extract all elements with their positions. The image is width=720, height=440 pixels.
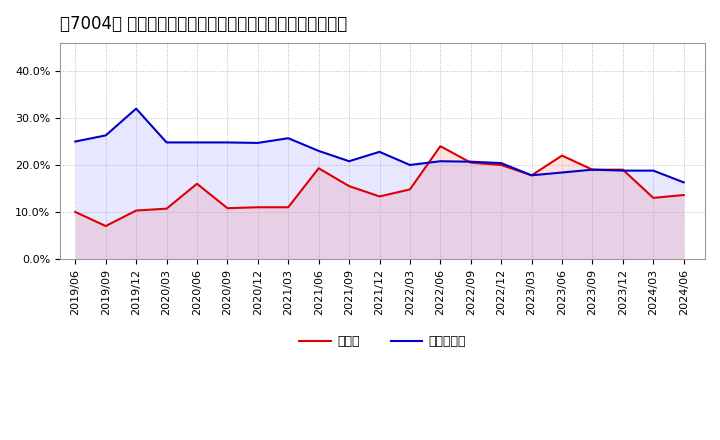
現預金 (132, 208, 140, 213)
現預金 (680, 192, 688, 198)
現預金 (497, 162, 505, 168)
現預金 (558, 153, 567, 158)
現預金 (102, 224, 110, 229)
有利子負債 (102, 133, 110, 138)
現預金 (193, 181, 202, 187)
現預金 (284, 205, 292, 210)
有利子負債 (467, 159, 475, 165)
有利子負債 (253, 140, 262, 146)
Line: 有利子負債: 有利子負債 (76, 109, 684, 182)
有利子負債 (558, 170, 567, 175)
現預金 (253, 205, 262, 210)
現預金 (71, 209, 80, 215)
Text: ［7004］ 現預金、有利子負債の総資産に対する比率の推移: ［7004］ 現預金、有利子負債の総資産に対する比率の推移 (60, 15, 347, 33)
有利子負債 (375, 149, 384, 154)
現預金 (527, 172, 536, 178)
有利子負債 (497, 161, 505, 166)
現預金 (315, 165, 323, 171)
現預金 (436, 143, 445, 149)
有利子負債 (405, 162, 414, 168)
有利子負債 (132, 106, 140, 111)
有利子負債 (618, 168, 627, 173)
有利子負債 (527, 172, 536, 178)
Line: 現預金: 現預金 (76, 146, 684, 226)
現預金 (405, 187, 414, 192)
現預金 (375, 194, 384, 199)
有利子負債 (315, 148, 323, 154)
現預金 (649, 195, 657, 201)
Legend: 現預金, 有利子負債: 現預金, 有利子負債 (294, 330, 471, 353)
有利子負債 (436, 158, 445, 164)
有利子負債 (162, 140, 171, 145)
有利子負債 (193, 140, 202, 145)
現預金 (618, 167, 627, 172)
有利子負債 (649, 168, 657, 173)
現預金 (345, 183, 354, 189)
現預金 (467, 160, 475, 165)
有利子負債 (345, 158, 354, 164)
現預金 (588, 167, 597, 172)
現預金 (162, 206, 171, 211)
有利子負債 (223, 140, 232, 145)
有利子負債 (284, 136, 292, 141)
有利子負債 (71, 139, 80, 144)
現預金 (223, 205, 232, 211)
有利子負債 (588, 167, 597, 172)
有利子負債 (680, 180, 688, 185)
